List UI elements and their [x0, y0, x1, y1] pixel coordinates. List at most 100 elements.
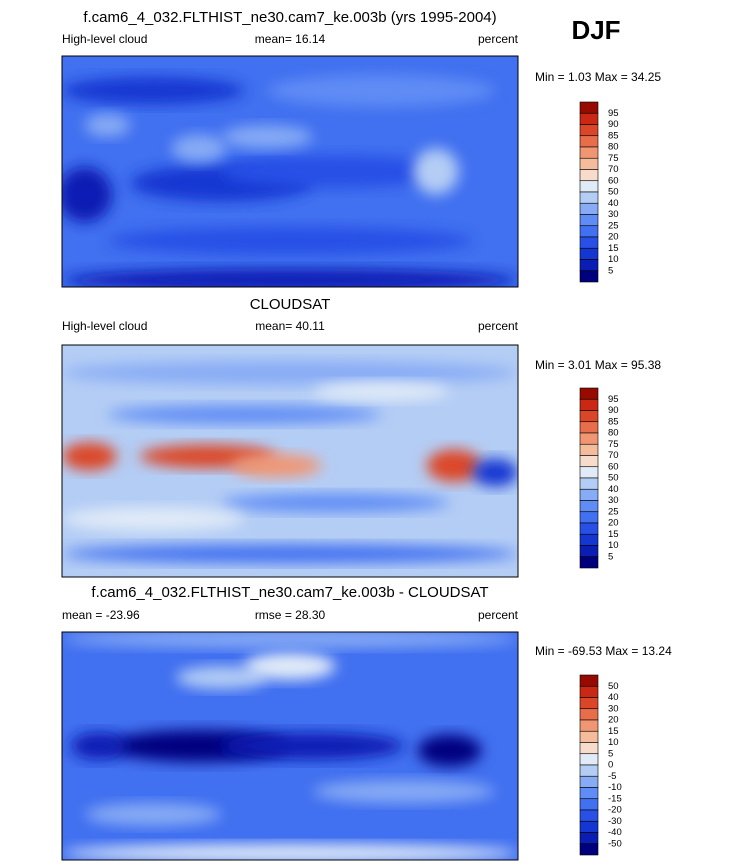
colorbar-box — [579, 101, 599, 114]
colorbar-box — [579, 798, 599, 811]
panel-title: CLOUDSAT — [250, 296, 331, 313]
colorbar-label: 20 — [608, 518, 619, 529]
field-blob — [426, 449, 482, 482]
colorbar-label: 60 — [608, 175, 619, 186]
colorbar-label: 10 — [608, 254, 619, 265]
colorbar-box — [579, 135, 599, 148]
colorbar-box — [579, 191, 599, 204]
colorbar-box — [579, 443, 599, 456]
field-blob — [62, 544, 518, 564]
colorbar-box — [579, 180, 599, 193]
center-label: mean= 16.14 — [255, 32, 326, 46]
field-blob — [62, 844, 518, 860]
colorbar-box — [579, 236, 599, 249]
min-max-label: Min = -69.53 Max = 13.24 — [535, 644, 672, 658]
colorbar-box — [579, 387, 599, 400]
left-label: High-level cloud — [62, 32, 147, 46]
colorbar-box — [579, 477, 599, 490]
colorbar-box — [579, 820, 599, 833]
colorbar-box — [579, 719, 599, 732]
field-blob — [176, 666, 268, 689]
colorbar-box — [579, 169, 599, 182]
colorbar-label: 30 — [608, 703, 619, 714]
field-blob — [244, 652, 336, 680]
map-frame — [61, 631, 519, 861]
colorbar-label: 5 — [608, 265, 613, 276]
colorbar-label: 30 — [608, 495, 619, 506]
colorbar-label: 20 — [608, 715, 619, 726]
colorbar-label: 80 — [608, 142, 619, 153]
colorbar-label: 15 — [608, 243, 619, 254]
colorbar-box — [579, 112, 599, 125]
colorbar-box — [579, 674, 599, 687]
colorbar-box — [579, 697, 599, 710]
colorbar-label: 15 — [608, 529, 619, 540]
colorbar-box — [579, 225, 599, 238]
field-blob — [62, 76, 245, 105]
colorbar-label: 60 — [608, 461, 619, 472]
map-frame — [61, 344, 519, 578]
colorbar-label: 10 — [608, 540, 619, 551]
colorbar-label: 95 — [608, 108, 619, 119]
field-blob — [312, 780, 496, 803]
colorbar-box — [579, 398, 599, 411]
colorbar-label: 90 — [608, 119, 619, 130]
center-label: mean= 40.11 — [255, 319, 325, 333]
field-blob — [84, 803, 222, 826]
map-field — [62, 56, 518, 287]
colorbar-box — [579, 455, 599, 468]
colorbar-label: 0 — [608, 760, 613, 771]
colorbar-box — [579, 410, 599, 423]
field-blob — [62, 632, 518, 648]
field-blob — [107, 405, 382, 424]
units-label: percent — [478, 32, 519, 46]
colorbar-label: -5 — [608, 771, 616, 782]
colorbar-label: 75 — [608, 439, 619, 450]
colorbar-box — [579, 214, 599, 227]
colorbar-label: 50 — [608, 681, 619, 692]
colorbar-label: -15 — [608, 793, 622, 804]
colorbar-label: -40 — [608, 827, 622, 838]
colorbar-box — [579, 259, 599, 272]
colorbar-box — [579, 511, 599, 524]
field-blob — [267, 74, 496, 107]
colorbar-label: 80 — [608, 428, 619, 439]
colorbar-label: -50 — [608, 838, 622, 849]
colorbar-box — [579, 421, 599, 434]
field-blob — [221, 155, 450, 188]
min-max-label: Min = 1.03 Max = 34.25 — [535, 70, 661, 84]
colorbar-box — [579, 708, 599, 721]
units-label: percent — [478, 319, 519, 333]
field-blob — [84, 113, 131, 137]
field-blob — [472, 458, 518, 487]
colorbar-box — [579, 157, 599, 170]
colorbar-box — [579, 809, 599, 822]
colorbar-label: 30 — [608, 209, 619, 220]
field-blob — [71, 732, 126, 760]
colorbar-box — [579, 466, 599, 479]
field-blob — [230, 454, 322, 478]
season-label: DJF — [571, 15, 620, 45]
panel-title: f.cam6_4_032.FLTHIST_ne30.cam7_ke.003b (… — [83, 9, 496, 26]
colorbar-box — [579, 522, 599, 535]
colorbar-label: 70 — [608, 164, 619, 175]
colorbar-label: 95 — [608, 394, 619, 405]
field-blob — [417, 734, 482, 767]
colorbar-box — [579, 556, 599, 569]
colorbar-box — [579, 545, 599, 558]
colorbar-box — [579, 270, 599, 283]
colorbar-box — [579, 764, 599, 777]
field-blob — [221, 732, 404, 760]
colorbar-label: 20 — [608, 232, 619, 243]
colorbar-label: 5 — [608, 551, 613, 562]
colorbar-box — [579, 247, 599, 260]
colorbar-box — [579, 753, 599, 766]
colorbar-box — [579, 843, 599, 856]
left-label: mean = -23.96 — [62, 608, 140, 622]
colorbar-box — [579, 832, 599, 845]
colorbar-box — [579, 742, 599, 755]
colorbar-label: -10 — [608, 782, 622, 793]
colorbar-box — [579, 202, 599, 215]
colorbar-label: 40 — [608, 692, 619, 703]
